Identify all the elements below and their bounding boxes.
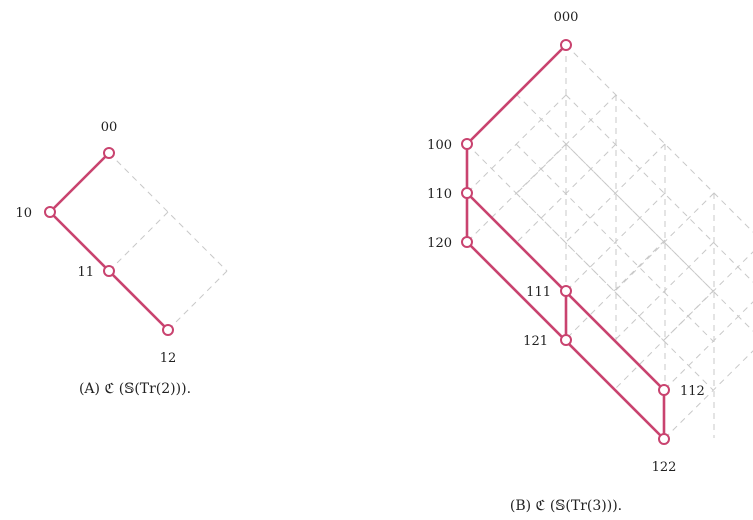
node-label-121: 121 <box>523 334 548 349</box>
diagram-b-nodes <box>461 39 670 445</box>
node-label-110: 110 <box>427 187 452 202</box>
node-122 <box>658 433 670 445</box>
diagram-a-nodes <box>44 147 174 336</box>
edge-11-12 <box>107 269 170 332</box>
diagram-b-caption: (B) ℭ (𝕊(Tr(3))). <box>510 498 622 514</box>
node-000 <box>560 39 572 51</box>
node-121 <box>560 334 572 346</box>
diagram-a-labels: 00 10 11 12 <box>15 120 176 366</box>
node-10 <box>44 206 56 218</box>
node-111 <box>560 285 572 297</box>
node-11 <box>103 265 115 277</box>
node-label-000: 000 <box>554 10 579 25</box>
diagram-a-caption: (A) ℭ (𝕊(Tr(2))). <box>79 381 191 397</box>
node-label-122: 122 <box>652 460 677 475</box>
diagram-b-grid <box>466 44 753 440</box>
diagram-a-grid <box>49 152 228 331</box>
diagram-a: 00 10 11 12 (A) ℭ (𝕊(Tr(2))). <box>15 120 228 397</box>
node-label-11: 11 <box>77 265 94 280</box>
edge-00-10 <box>48 151 111 214</box>
diagram-b-labels: 000 100 110 120 111 121 112 122 <box>427 10 705 475</box>
node-112 <box>658 384 670 396</box>
node-110 <box>461 187 473 199</box>
diagram-a-edges <box>48 151 170 332</box>
diagram-b: 000 100 110 120 111 121 112 122 (B) ℭ (𝕊(Tr(3))… <box>427 10 753 514</box>
edge-000-100 <box>465 43 568 146</box>
node-00 <box>103 147 115 159</box>
node-label-00: 00 <box>101 120 118 135</box>
node-100 <box>461 138 473 150</box>
node-label-112: 112 <box>680 384 705 399</box>
node-label-100: 100 <box>427 138 452 153</box>
node-label-10: 10 <box>15 206 32 221</box>
node-label-111: 111 <box>526 285 551 300</box>
node-label-120: 120 <box>427 236 452 251</box>
node-label-12: 12 <box>160 351 177 366</box>
edge-10-11 <box>48 210 111 273</box>
node-12 <box>162 324 174 336</box>
node-120 <box>461 236 473 248</box>
